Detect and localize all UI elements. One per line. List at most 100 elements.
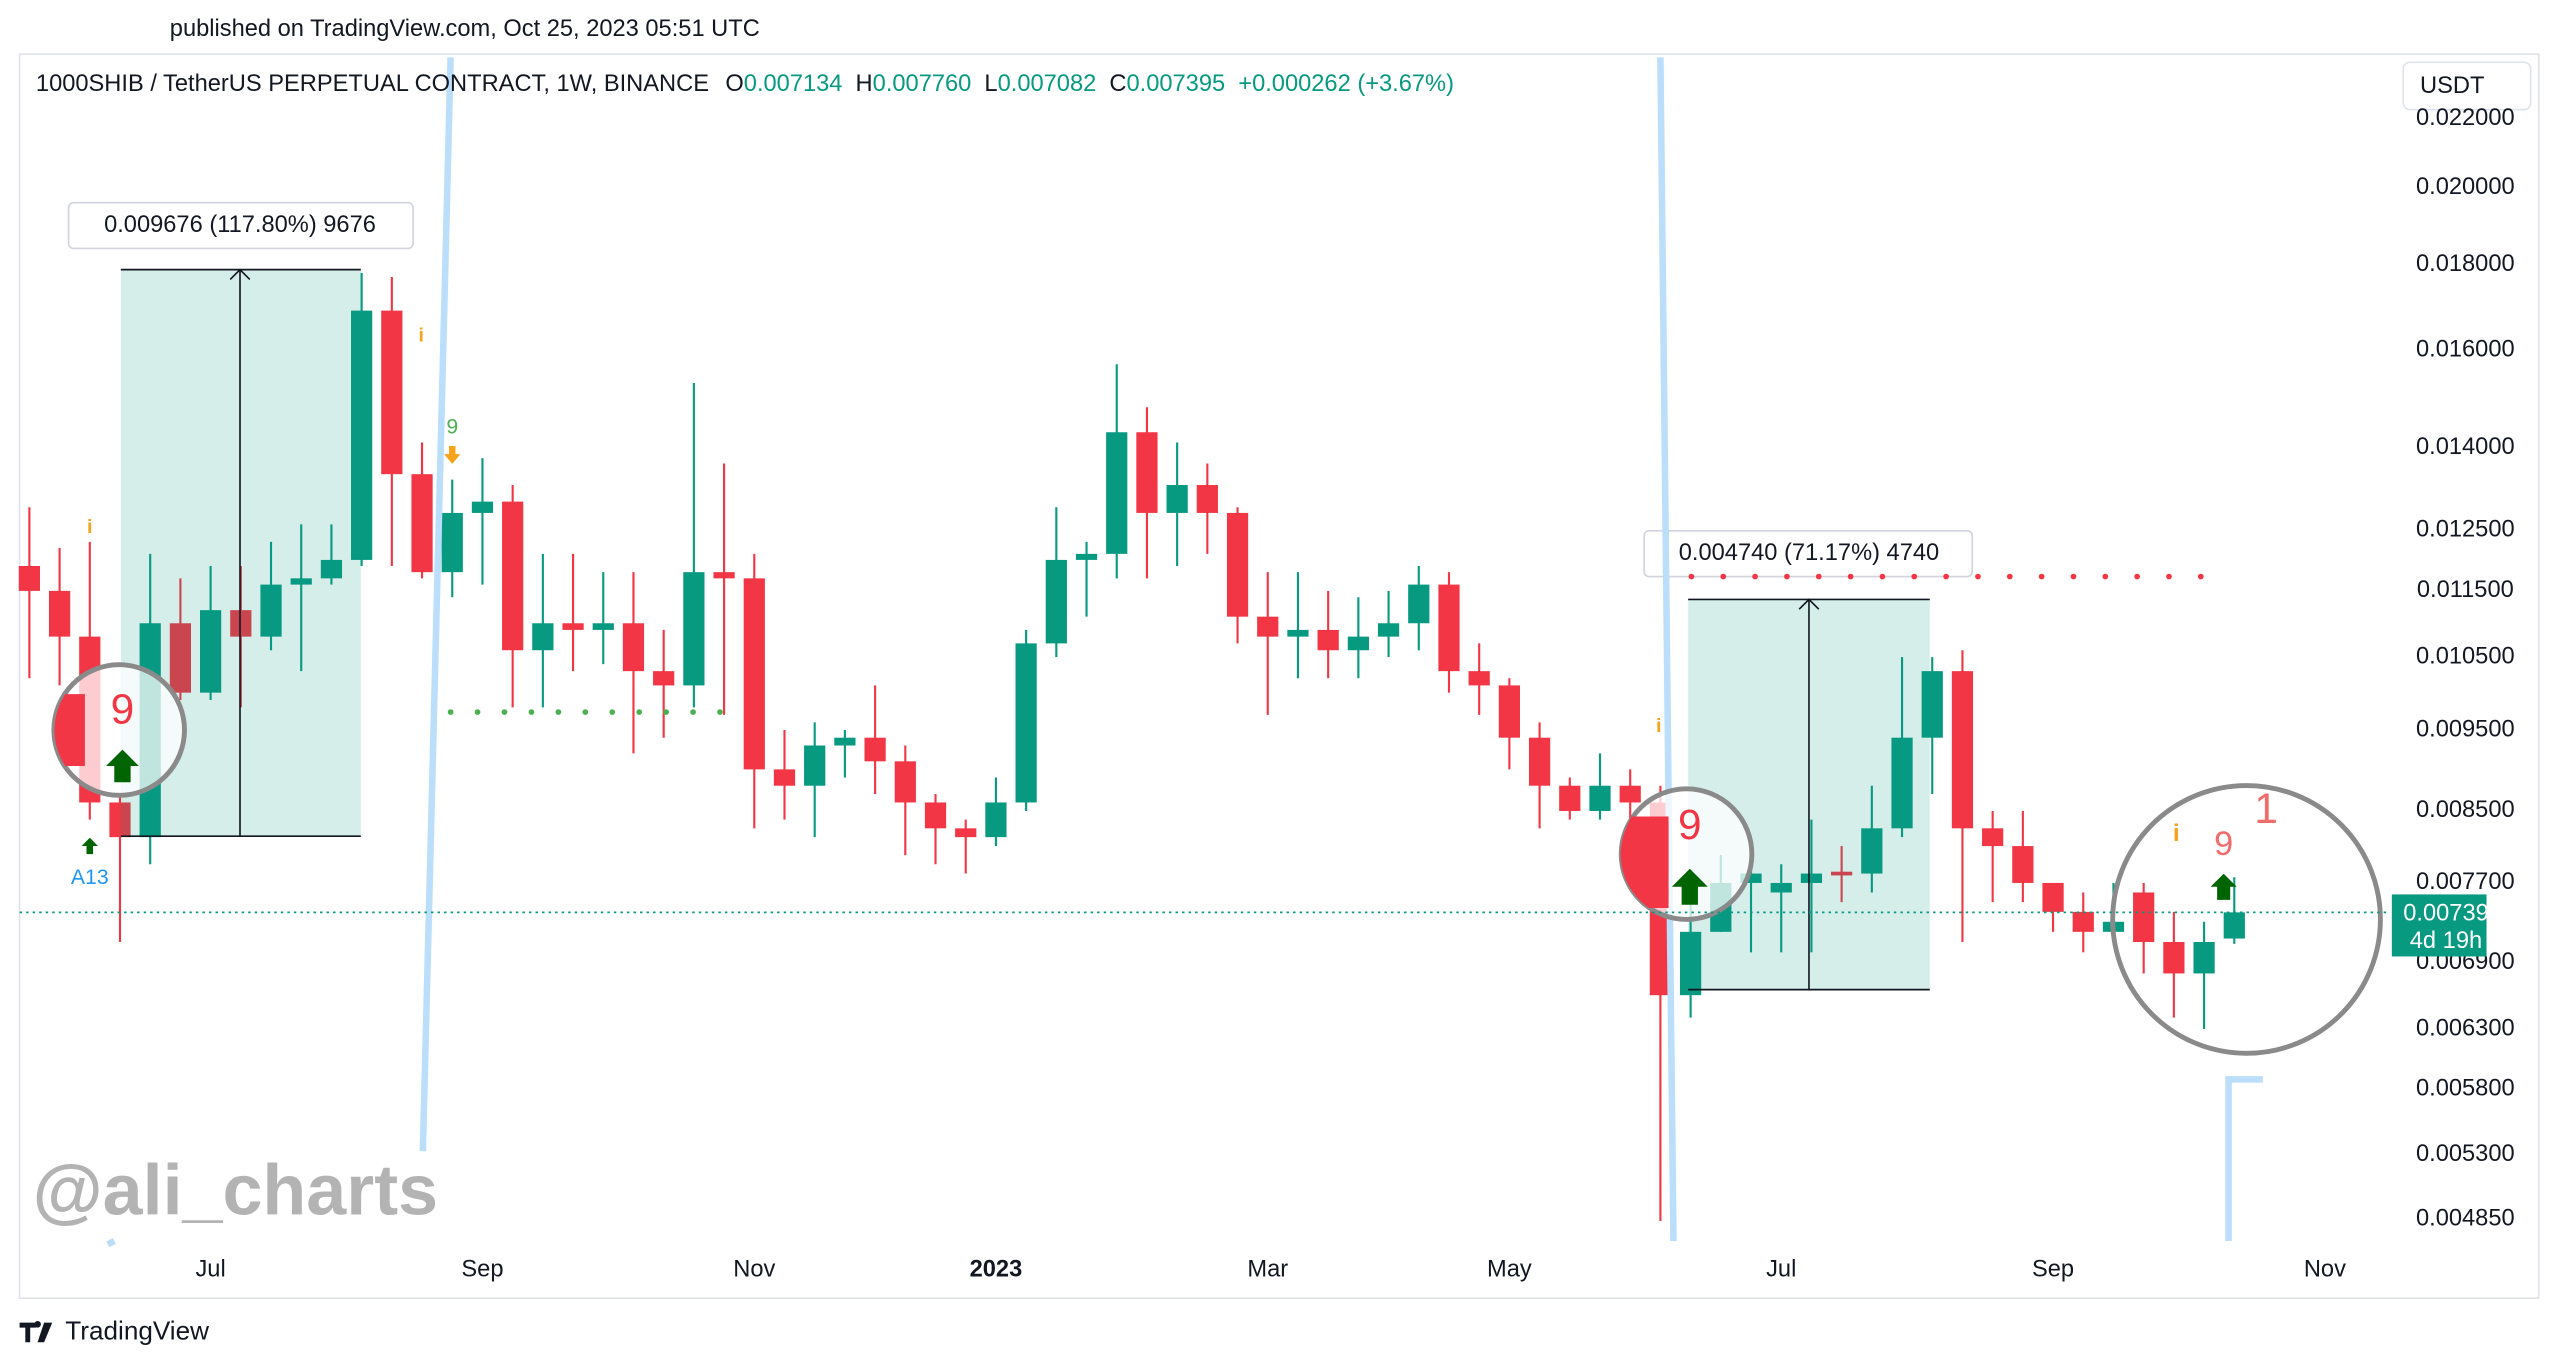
candle-body xyxy=(2072,911,2094,932)
chart-frame xyxy=(18,53,2540,1300)
candle-body xyxy=(713,572,735,579)
ohlc-value: 0.007134 xyxy=(744,71,843,97)
info-mark: i xyxy=(87,516,92,538)
candle-body xyxy=(1106,432,1128,554)
y-tick-label: 0.011500 xyxy=(2417,577,2514,603)
y-tick-label: 0.004850 xyxy=(2416,1206,2515,1232)
candle-body xyxy=(2133,892,2155,943)
td-label: 9 xyxy=(1678,801,1702,848)
candle-body xyxy=(924,802,947,829)
drawn-line xyxy=(2225,1076,2263,1242)
candle-body xyxy=(1347,636,1369,651)
candle-body xyxy=(532,623,554,651)
info-mark: i xyxy=(418,325,423,347)
candle-body xyxy=(1196,485,1218,513)
y-tick-label: 0.012500 xyxy=(2416,516,2515,542)
symbol: 1000SHIB / TetherUS PERPETUAL CONTRACT, … xyxy=(36,71,709,97)
x-tick-label: Jul xyxy=(1766,1257,1796,1283)
candle-body xyxy=(1408,584,1430,624)
measure-label: 0.004740 (71.17%) 4740 xyxy=(1679,540,1939,566)
candle-body xyxy=(622,623,645,672)
circle xyxy=(2110,783,2383,1056)
td-label: 9 xyxy=(446,416,458,439)
y-tick-label: 0.007700 xyxy=(2416,869,2515,895)
highlight-circle-2: 9 xyxy=(1618,786,1755,922)
candle-body xyxy=(2193,942,2215,974)
ohlc-value: 0.007395 xyxy=(1126,71,1225,97)
candle-body xyxy=(1982,828,2004,847)
circle-candle xyxy=(54,694,85,766)
circle xyxy=(51,662,187,798)
highlight-circle-1: 9 xyxy=(51,662,187,798)
candle-body xyxy=(1831,871,1853,876)
y-tick-label: 0.018000 xyxy=(2416,251,2515,277)
candle-body xyxy=(1559,785,1581,811)
candle-body xyxy=(1619,785,1641,803)
td-label: 9 xyxy=(111,685,135,732)
candle-body xyxy=(1468,671,1490,686)
x-tick-label: Nov xyxy=(733,1257,775,1283)
candle-body xyxy=(1740,873,1762,883)
candle-body xyxy=(471,501,494,513)
td-label: 1 xyxy=(2254,785,2278,832)
candle-body xyxy=(1257,616,1279,637)
candle-body xyxy=(1680,931,1702,996)
candle-body xyxy=(864,737,886,762)
candle-body xyxy=(653,671,675,686)
buy-arrow xyxy=(1671,868,1708,905)
y-tick-label: 0.005300 xyxy=(2416,1141,2515,1167)
info-mark: i xyxy=(2173,820,2180,847)
y-tick-label: 0.014000 xyxy=(2416,434,2515,460)
candle-body xyxy=(1377,623,1400,637)
y-tick-label: 0.009500 xyxy=(2416,716,2515,742)
x-tick-label: Jul xyxy=(195,1257,225,1283)
ohlc-key: H xyxy=(856,71,873,97)
info-mark: i xyxy=(1656,715,1661,737)
candle-body xyxy=(1136,432,1158,513)
candle-body xyxy=(260,584,282,637)
x-tick-label: Mar xyxy=(1247,1257,1288,1283)
signal-label: A13 xyxy=(71,866,109,889)
candle-body xyxy=(1498,685,1520,738)
candle-body xyxy=(1015,643,1037,803)
candle-body xyxy=(773,769,796,786)
candle-body xyxy=(1166,485,1188,513)
candle-body xyxy=(109,802,131,838)
candle-body xyxy=(1045,559,1067,644)
candle-body xyxy=(290,578,312,585)
drawn-line xyxy=(1657,57,1677,1242)
currency-button[interactable] xyxy=(2402,61,2532,111)
measure-arrow xyxy=(229,268,251,280)
drawn-line xyxy=(106,1238,116,1248)
countdown: 4d 19h xyxy=(2410,928,2482,954)
ohlc-key: C xyxy=(1109,71,1126,97)
measure-label-box xyxy=(67,201,414,250)
candle-body xyxy=(411,474,433,573)
x-tick-label: Sep xyxy=(2032,1257,2074,1283)
candle-body xyxy=(441,512,463,573)
candle-body xyxy=(2163,942,2185,974)
candle-body xyxy=(1528,737,1551,786)
candle-body xyxy=(48,590,71,637)
candle-body xyxy=(1317,629,1339,651)
candle-body xyxy=(743,578,765,770)
candle-body xyxy=(1589,785,1611,811)
circle-candle xyxy=(1620,816,1669,908)
x-tick-label: Sep xyxy=(461,1257,503,1283)
watermark: @ali_charts xyxy=(33,1150,438,1230)
highlight-circle-3: 9 1 xyxy=(2110,783,2383,1056)
signal-arrow xyxy=(81,837,98,855)
candle-body xyxy=(955,828,977,838)
footer: TradingView xyxy=(65,1315,209,1345)
ohlc-key: L xyxy=(984,71,997,97)
candle-body xyxy=(834,737,856,746)
candle-body xyxy=(18,566,40,591)
y-tick-label: 0.005800 xyxy=(2416,1076,2515,1102)
td-label: 9 xyxy=(2214,825,2233,863)
candle-body xyxy=(200,610,222,693)
y-tick-label: 0.006300 xyxy=(2416,1015,2515,1041)
measure-label-box xyxy=(1643,530,1974,578)
candle-body xyxy=(2223,912,2245,939)
